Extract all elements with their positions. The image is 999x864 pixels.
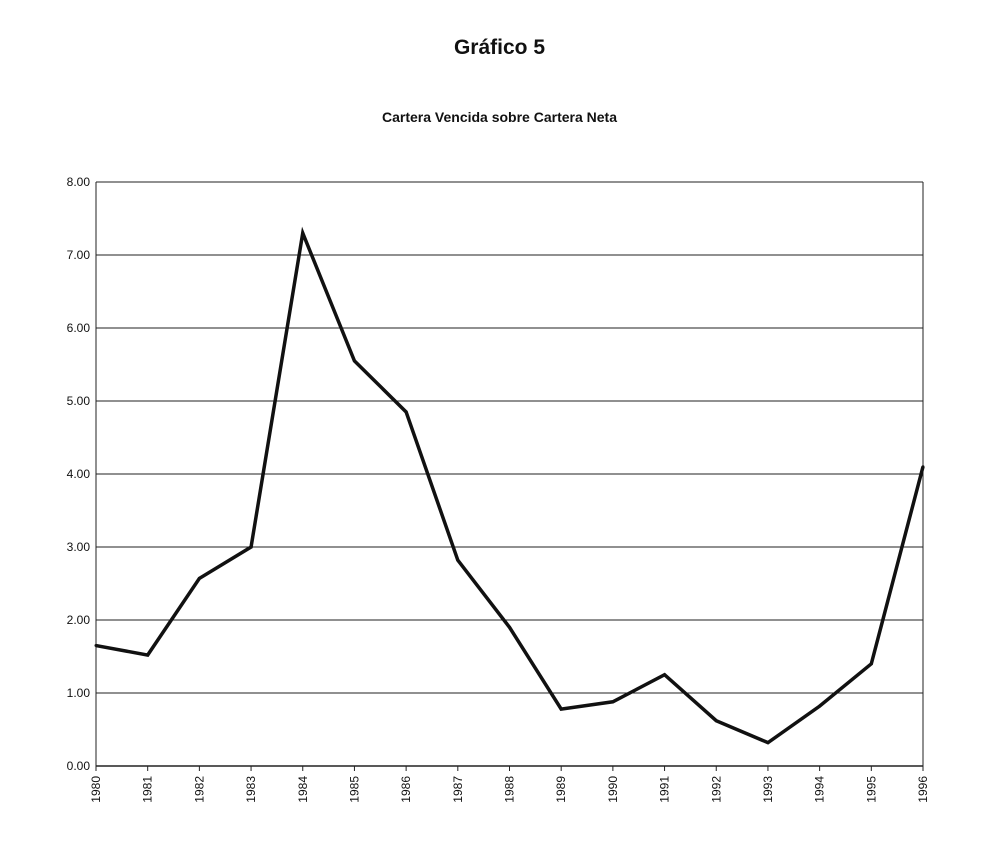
y-tick-label: 1.00: [67, 686, 91, 700]
x-tick-label: 1991: [658, 776, 672, 803]
gridlines: [96, 181, 923, 694]
data-point: [663, 673, 667, 677]
data-point: [404, 410, 408, 414]
data-point: [508, 625, 511, 629]
x-tick-label: 1990: [606, 776, 620, 803]
y-tick-label: 3.00: [67, 540, 91, 554]
data-point: [818, 704, 822, 708]
data-point: [869, 662, 873, 666]
y-tick-label: 8.00: [67, 175, 91, 189]
x-tick-label: 1996: [916, 776, 930, 803]
data-point: [559, 707, 563, 711]
page-title: Gráfico 5: [453, 36, 546, 59]
x-tick-label: 1989: [554, 776, 568, 803]
y-tick-labels: 0.00 1.00 2.00 3.00 4.00 5.00 6.00 7.00 8.00: [67, 175, 91, 773]
x-tick-label: 1983: [244, 776, 258, 803]
x-tick-label: 1986: [399, 776, 413, 803]
x-tick-label: 1995: [864, 776, 878, 803]
y-tick-label: 7.00: [67, 248, 91, 262]
series-layer: [94, 226, 925, 745]
axes: [95, 182, 924, 771]
chart-subtitle: Cartera Vencida sobre Cartera Neta: [382, 109, 617, 125]
x-tick-label: 1981: [141, 776, 155, 803]
data-point: [456, 558, 460, 562]
data-point: [94, 644, 98, 648]
x-tick-label: 1993: [761, 776, 775, 803]
x-tick-label: 1988: [503, 776, 517, 803]
x-tick-label: 1984: [296, 776, 310, 803]
x-tick-label: 1982: [192, 776, 206, 803]
data-point: [197, 576, 201, 580]
y-tick-label: 6.00: [67, 321, 91, 335]
x-tick-label: 1980: [89, 776, 103, 803]
x-tick-label: 1992: [709, 776, 723, 803]
x-tick-labels: 1980 1981 1982 1983 1984 1985 1986 1987 1988 1989…: [89, 776, 930, 803]
series-line: [95, 226, 925, 745]
x-tick-label: 1987: [451, 776, 465, 803]
data-point: [301, 231, 305, 235]
data-point: [352, 359, 356, 363]
data-point: [249, 545, 253, 549]
x-tick-label: 1985: [347, 776, 361, 803]
data-point: [921, 465, 925, 469]
y-tick-label: 2.00: [67, 613, 91, 627]
data-point: [766, 741, 770, 745]
x-tick-label: 1994: [813, 776, 827, 803]
data-point: [611, 700, 615, 704]
data-point: [146, 653, 150, 657]
data-point: [714, 719, 718, 723]
y-tick-label: 4.00: [67, 467, 91, 481]
y-tick-label: 5.00: [67, 394, 91, 408]
y-tick-label: 0.00: [67, 759, 91, 773]
